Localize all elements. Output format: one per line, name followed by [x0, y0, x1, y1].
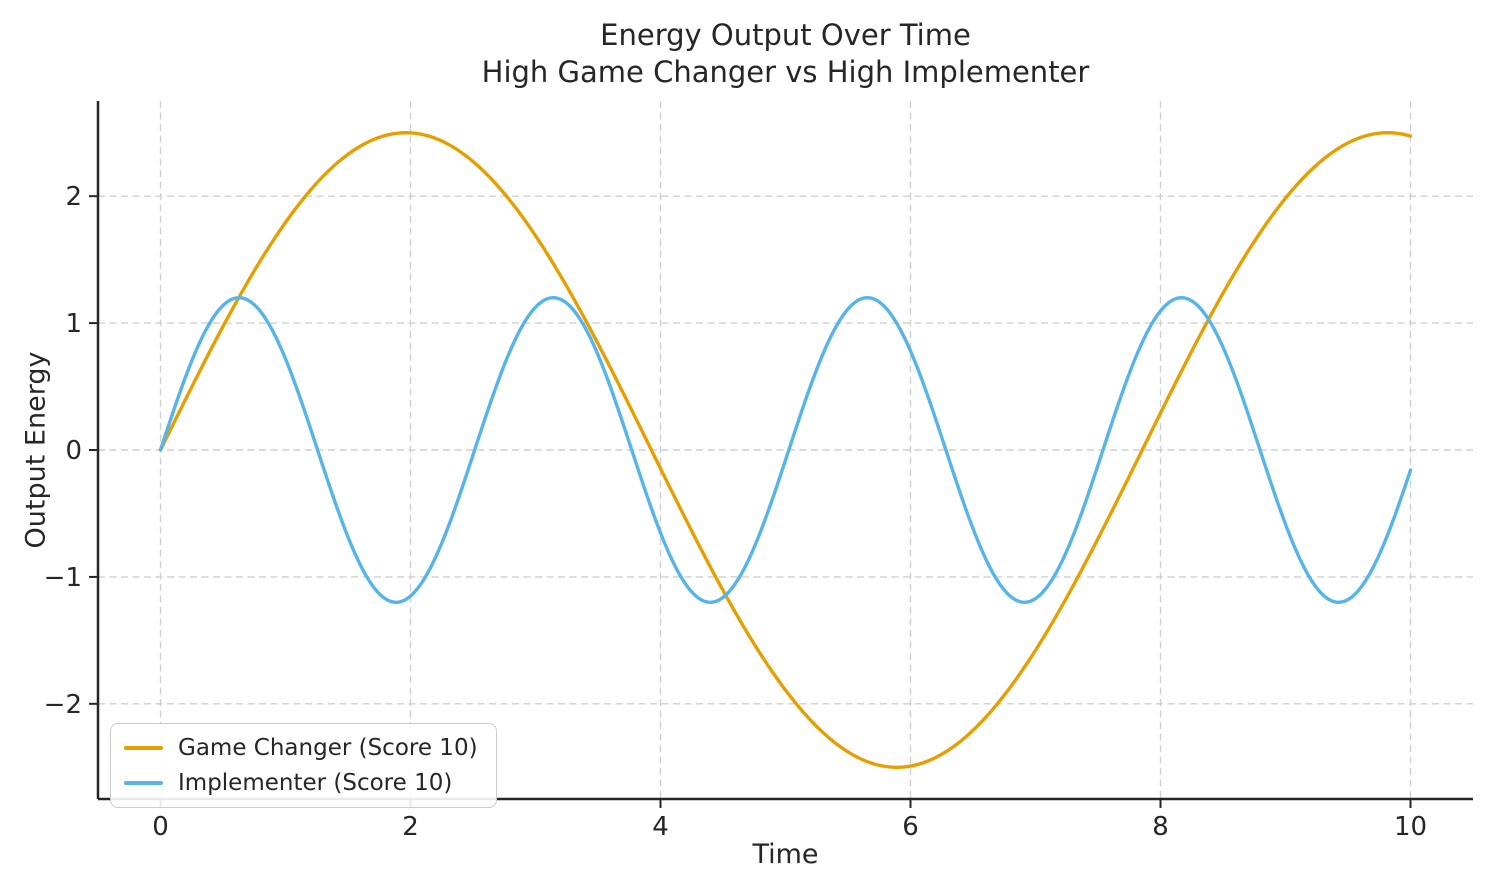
legend-label-implementer: Implementer (Score 10): [178, 770, 453, 796]
legend-line-swatch-blue: [124, 781, 163, 785]
y-tick-label: 1: [65, 309, 82, 339]
x-tick-label: 2: [402, 812, 419, 842]
legend-label-game-changer: Game Changer (Score 10): [178, 735, 478, 761]
legend-item-implementer: Implementer (Score 10): [124, 770, 478, 796]
series-line: [158, 296, 1413, 604]
y-tick-label: 0: [65, 436, 82, 466]
y-tick-label: −1: [44, 563, 82, 593]
series-line: [158, 131, 1413, 769]
x-tick-label: 8: [1152, 812, 1169, 842]
chart-title-line1: Energy Output Over Time: [600, 18, 971, 52]
y-axis-label: Output Energy: [20, 351, 52, 549]
chart-title-line2: High Game Changer vs High Implementer: [481, 55, 1090, 89]
x-tick-label: 10: [1394, 812, 1427, 842]
legend-item-game-changer: Game Changer (Score 10): [124, 735, 478, 761]
legend-box: Game Changer (Score 10) Implementer (Sco…: [110, 723, 497, 808]
y-tick-label: 2: [65, 182, 82, 212]
x-tick-label: 0: [152, 812, 169, 842]
x-tick-label: 4: [652, 812, 669, 842]
chart-title: Energy Output Over Time High Game Change…: [98, 17, 1473, 91]
x-axis-label: Time: [752, 839, 819, 870]
x-tick-label: 6: [902, 812, 919, 842]
legend-line-swatch-orange: [124, 746, 163, 750]
y-tick-label: −2: [44, 690, 82, 720]
